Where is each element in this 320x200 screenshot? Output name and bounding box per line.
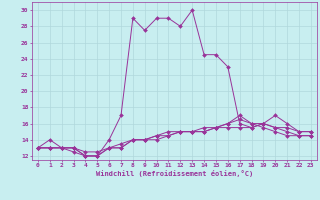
X-axis label: Windchill (Refroidissement éolien,°C): Windchill (Refroidissement éolien,°C) xyxy=(96,170,253,177)
